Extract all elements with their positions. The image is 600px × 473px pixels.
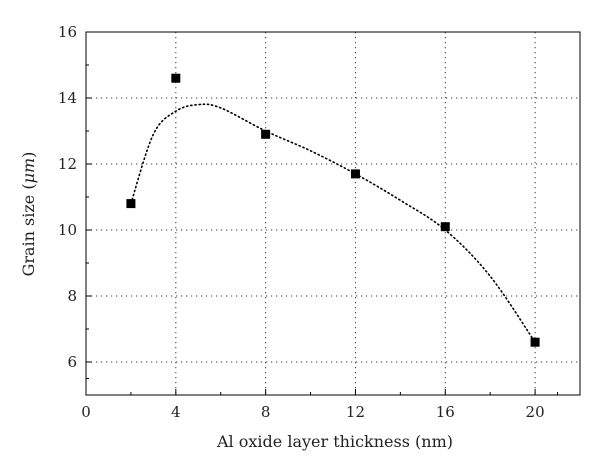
- y-tick-label: 6: [67, 353, 77, 371]
- y-tick-label: 14: [58, 89, 77, 107]
- data-point: [440, 222, 450, 232]
- x-tick-label: 0: [81, 403, 91, 421]
- data-point: [261, 129, 271, 139]
- plot-frame: [85, 31, 581, 396]
- grid-lines: [86, 32, 580, 395]
- fit-curve: [130, 103, 536, 343]
- x-tick-label: 8: [261, 403, 271, 421]
- x-tick-label: 4: [171, 403, 181, 421]
- data-point: [530, 337, 540, 347]
- data-point: [171, 73, 181, 83]
- fit-curve-layer: [130, 103, 536, 343]
- x-tick-label: 12: [346, 403, 365, 421]
- y-axis-title: Grain size (μm): [19, 152, 38, 277]
- tick-labels: 0 4 8 12 16 20 6 8 10 12 14 16: [58, 23, 545, 421]
- x-tick-label: 20: [526, 403, 545, 421]
- y-tick-label: 12: [58, 155, 77, 173]
- data-markers: [126, 73, 540, 347]
- y-tick-label: 16: [58, 23, 77, 41]
- y-axis-title-unit: μm: [19, 158, 38, 184]
- data-point: [350, 169, 360, 179]
- x-tick-label: 16: [436, 403, 455, 421]
- y-tick-label: 10: [58, 221, 77, 239]
- data-point: [126, 199, 136, 209]
- y-tick-label: 8: [67, 287, 77, 305]
- x-axis-title: Al oxide layer thickness (nm): [216, 432, 453, 451]
- axis-ticks: [85, 31, 559, 395]
- y-axis-title-prefix: Grain size (: [19, 183, 38, 276]
- y-axis-title-suffix: ): [19, 152, 38, 158]
